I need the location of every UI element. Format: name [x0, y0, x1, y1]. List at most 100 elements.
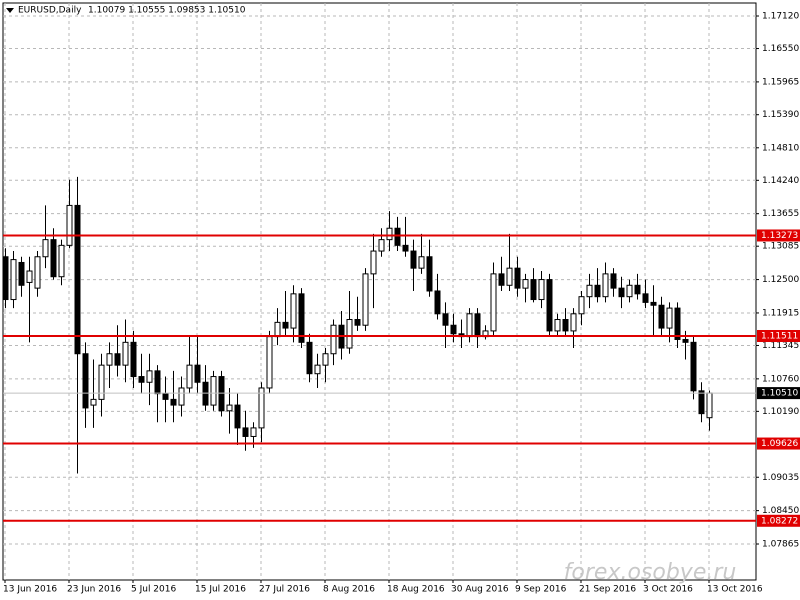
x-tick-label: 30 Aug 2016 — [451, 585, 509, 595]
candle-body — [82, 353, 89, 409]
candle-body — [138, 376, 145, 383]
candle-body — [306, 341, 313, 375]
candle-body — [562, 319, 569, 332]
candle-body — [226, 404, 233, 412]
x-tick-label: 23 Jun 2016 — [67, 585, 121, 595]
candle-body — [146, 370, 153, 383]
chart-title: EURUSD,Daily — [18, 6, 82, 16]
candle-body — [466, 313, 473, 338]
candle-body — [410, 250, 417, 269]
candle-body — [370, 250, 377, 275]
candle-body — [50, 239, 57, 278]
candle-body — [434, 290, 441, 315]
candle-body — [354, 319, 361, 326]
x-tick-label: 21 Sep 2016 — [579, 585, 636, 595]
candle-body — [282, 321, 289, 329]
candle-body — [202, 381, 209, 406]
level-price-label: 1.13273 — [761, 231, 798, 241]
x-tick-label: 27 Jul 2016 — [259, 585, 310, 595]
candle-body — [570, 313, 577, 332]
candle-body — [618, 287, 625, 298]
candle-body — [18, 261, 25, 286]
current-price-label: 1.10510 — [761, 389, 798, 399]
candle-body — [314, 364, 321, 375]
candle-body — [242, 427, 249, 437]
x-tick-label: 8 Aug 2016 — [323, 585, 375, 595]
marks — [2, 176, 756, 522]
candle-body — [194, 364, 201, 383]
candle-body — [298, 293, 305, 343]
candle-body — [474, 313, 481, 338]
y-tick-label: 1.11915 — [762, 308, 799, 318]
candle-body — [274, 321, 281, 338]
level-price-label: 1.08272 — [761, 516, 798, 526]
candle-body — [170, 398, 177, 406]
watermark: forex.osobye.ru — [564, 560, 737, 585]
candle-body — [378, 239, 385, 252]
grid — [3, 3, 756, 580]
candle-body — [386, 227, 393, 241]
y-tick-label: 1.10760 — [762, 374, 799, 384]
candle-body — [394, 227, 401, 246]
candle-body — [602, 273, 609, 298]
y-tick-label: 1.17120 — [762, 12, 799, 22]
y-tick-label: 1.16550 — [762, 44, 799, 54]
candle-body — [162, 393, 169, 400]
candle-body — [418, 256, 425, 269]
level-price-box — [757, 514, 800, 527]
candle-body — [498, 273, 505, 286]
candle-body — [58, 244, 65, 278]
candle-body — [362, 273, 369, 326]
candle-body — [642, 293, 649, 303]
candle-body — [650, 301, 657, 306]
candle-body — [130, 341, 137, 378]
candle-body — [578, 296, 585, 315]
candle-body — [266, 336, 273, 389]
candle-body — [346, 319, 353, 349]
candle-body — [634, 284, 641, 295]
menu-arrow[interactable] — [6, 8, 14, 13]
candle-body — [154, 370, 161, 395]
candle-body — [674, 307, 681, 340]
y-tick-label: 1.13085 — [762, 242, 799, 252]
candle-body — [522, 279, 529, 289]
candle-body — [586, 284, 593, 298]
candle-body — [530, 279, 537, 301]
y-tick-label: 1.11345 — [762, 341, 799, 351]
candle-body — [690, 341, 697, 392]
candle-body — [10, 259, 17, 301]
candle-body — [514, 267, 521, 289]
candle-body — [290, 293, 297, 329]
candle-body — [74, 204, 81, 355]
candle-body — [594, 284, 601, 298]
x-tick-label: 3 Oct 2016 — [643, 585, 693, 595]
candle-body — [90, 398, 97, 406]
y-tick-label: 1.08450 — [762, 506, 799, 516]
candle-body — [442, 313, 449, 326]
candle-body — [114, 353, 121, 366]
candle-body — [666, 307, 673, 329]
candle-body — [66, 204, 73, 246]
candle-body — [250, 427, 257, 437]
y-tick-label: 1.13655 — [762, 209, 799, 219]
candle-body — [554, 319, 561, 332]
candle-body — [106, 353, 113, 366]
level-price-box — [757, 329, 800, 342]
candle-body — [26, 270, 33, 283]
candle-body — [234, 404, 241, 429]
candle-body — [258, 387, 265, 429]
candle-body — [682, 338, 689, 343]
level-price-box — [757, 437, 800, 450]
x-tick-label: 18 Aug 2016 — [387, 585, 445, 595]
y-tick-label: 1.09035 — [762, 473, 799, 483]
candle-body — [426, 256, 433, 292]
y-tick-label: 1.10190 — [762, 407, 799, 417]
x-tick-label: 9 Sep 2016 — [515, 585, 567, 595]
candle-body — [122, 341, 129, 366]
candle-body — [178, 387, 185, 406]
level-price-box — [757, 229, 800, 242]
candle-body — [322, 353, 329, 366]
candle-body — [658, 304, 665, 329]
candle-body — [402, 244, 409, 252]
